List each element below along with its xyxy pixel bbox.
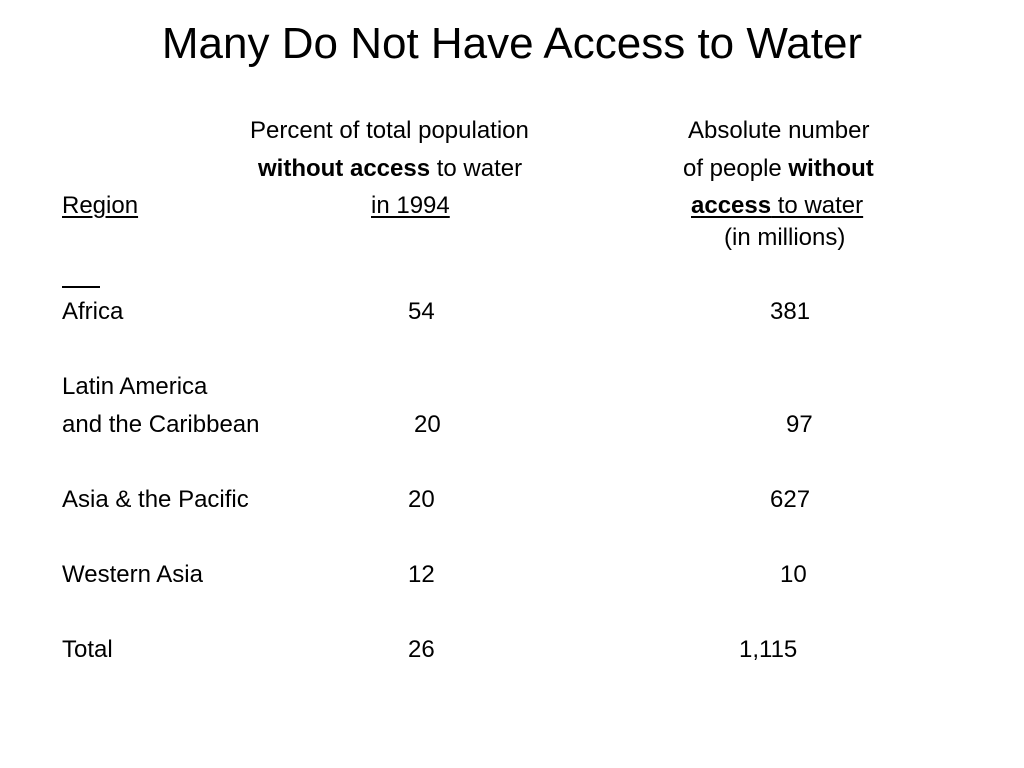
- slide-title: Many Do Not Have Access to Water: [161, 19, 863, 68]
- row-percent-latin-america: 20: [414, 411, 441, 438]
- row-percent-total: 26: [408, 636, 435, 663]
- row-absolute-total: 1,115: [739, 636, 798, 663]
- row-percent-western-asia: 12: [408, 561, 435, 588]
- row-percent-asia-pacific: 20: [408, 486, 435, 513]
- region-header: Region: [62, 192, 139, 219]
- percent-header-line2: without access to water: [258, 155, 523, 182]
- row-region-latin-america: and the Caribbean: [62, 411, 260, 438]
- absolute-header-line4: (in millions): [724, 224, 846, 251]
- row-region-latin-america-line1: Latin America: [62, 373, 208, 400]
- percent-header-line3: in 1994: [371, 192, 450, 219]
- percent-header-line1: Percent of total population: [250, 117, 529, 144]
- absolute-header-line3: access to water: [691, 192, 864, 219]
- row-absolute-latin-america: 97: [786, 411, 813, 438]
- row-region-africa: Africa: [62, 298, 124, 325]
- row-absolute-africa: 381: [770, 298, 811, 325]
- row-region-asia-pacific: Asia & the Pacific: [62, 486, 249, 513]
- row-absolute-asia-pacific: 627: [770, 486, 811, 513]
- row-absolute-western-asia: 10: [780, 561, 807, 588]
- row-region-western-asia: Western Asia: [62, 561, 203, 588]
- separator-rule: [62, 286, 100, 288]
- absolute-header-line1: Absolute number: [688, 117, 870, 144]
- row-region-total: Total: [62, 636, 113, 663]
- absolute-header-line2: of people without: [683, 155, 874, 182]
- row-percent-africa: 54: [408, 298, 435, 325]
